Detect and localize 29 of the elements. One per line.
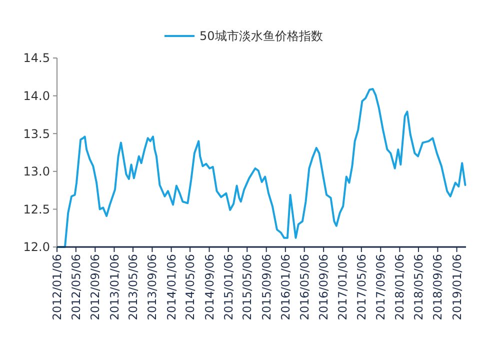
x-tick-label: 2018/05/06 (411, 254, 426, 320)
x-tick-label: 2017/05/06 (354, 254, 368, 320)
x-tick-label: 2014/05/06 (183, 254, 198, 320)
y-tick-label: 14.5 (23, 51, 50, 66)
x-tick-label: 2018/09/06 (430, 254, 445, 320)
x-tick-label: 2019/01/06 (450, 254, 464, 320)
legend-label: 50城市淡水鱼价格指数 (200, 29, 323, 44)
x-tick-label: 2016/01/06 (278, 254, 292, 320)
y-tick-label: 12.5 (23, 202, 50, 216)
x-tick-label: 2016/09/06 (316, 254, 331, 320)
x-tick-label: 2013/05/06 (126, 254, 140, 320)
x-tick-label: 2018/01/06 (392, 254, 407, 320)
x-tick-label: 2015/09/06 (259, 254, 274, 320)
x-tick-label: 2013/01/06 (107, 254, 122, 320)
x-tick-label: 2012/05/06 (68, 254, 83, 320)
x-tick-label: 2017/09/06 (374, 254, 388, 320)
x-tick-label: 2017/01/06 (336, 254, 350, 320)
x-tick-label: 2014/01/06 (164, 254, 178, 320)
y-tick-label: 13.0 (23, 164, 50, 179)
y-tick-label: 12.0 (23, 240, 50, 254)
x-tick-label: 2016/05/06 (297, 254, 312, 320)
y-tick-label: 14.0 (23, 89, 50, 103)
x-tick-label: 2014/09/06 (202, 254, 216, 320)
y-tick-label: 13.5 (23, 126, 50, 141)
x-tick-label: 2012/09/06 (88, 254, 102, 320)
x-tick-label: 2015/05/06 (240, 254, 254, 320)
x-tick-label: 2015/01/06 (221, 254, 236, 320)
x-tick-label: 2012/01/06 (50, 254, 64, 320)
x-tick-label: 2013/09/06 (145, 254, 160, 320)
